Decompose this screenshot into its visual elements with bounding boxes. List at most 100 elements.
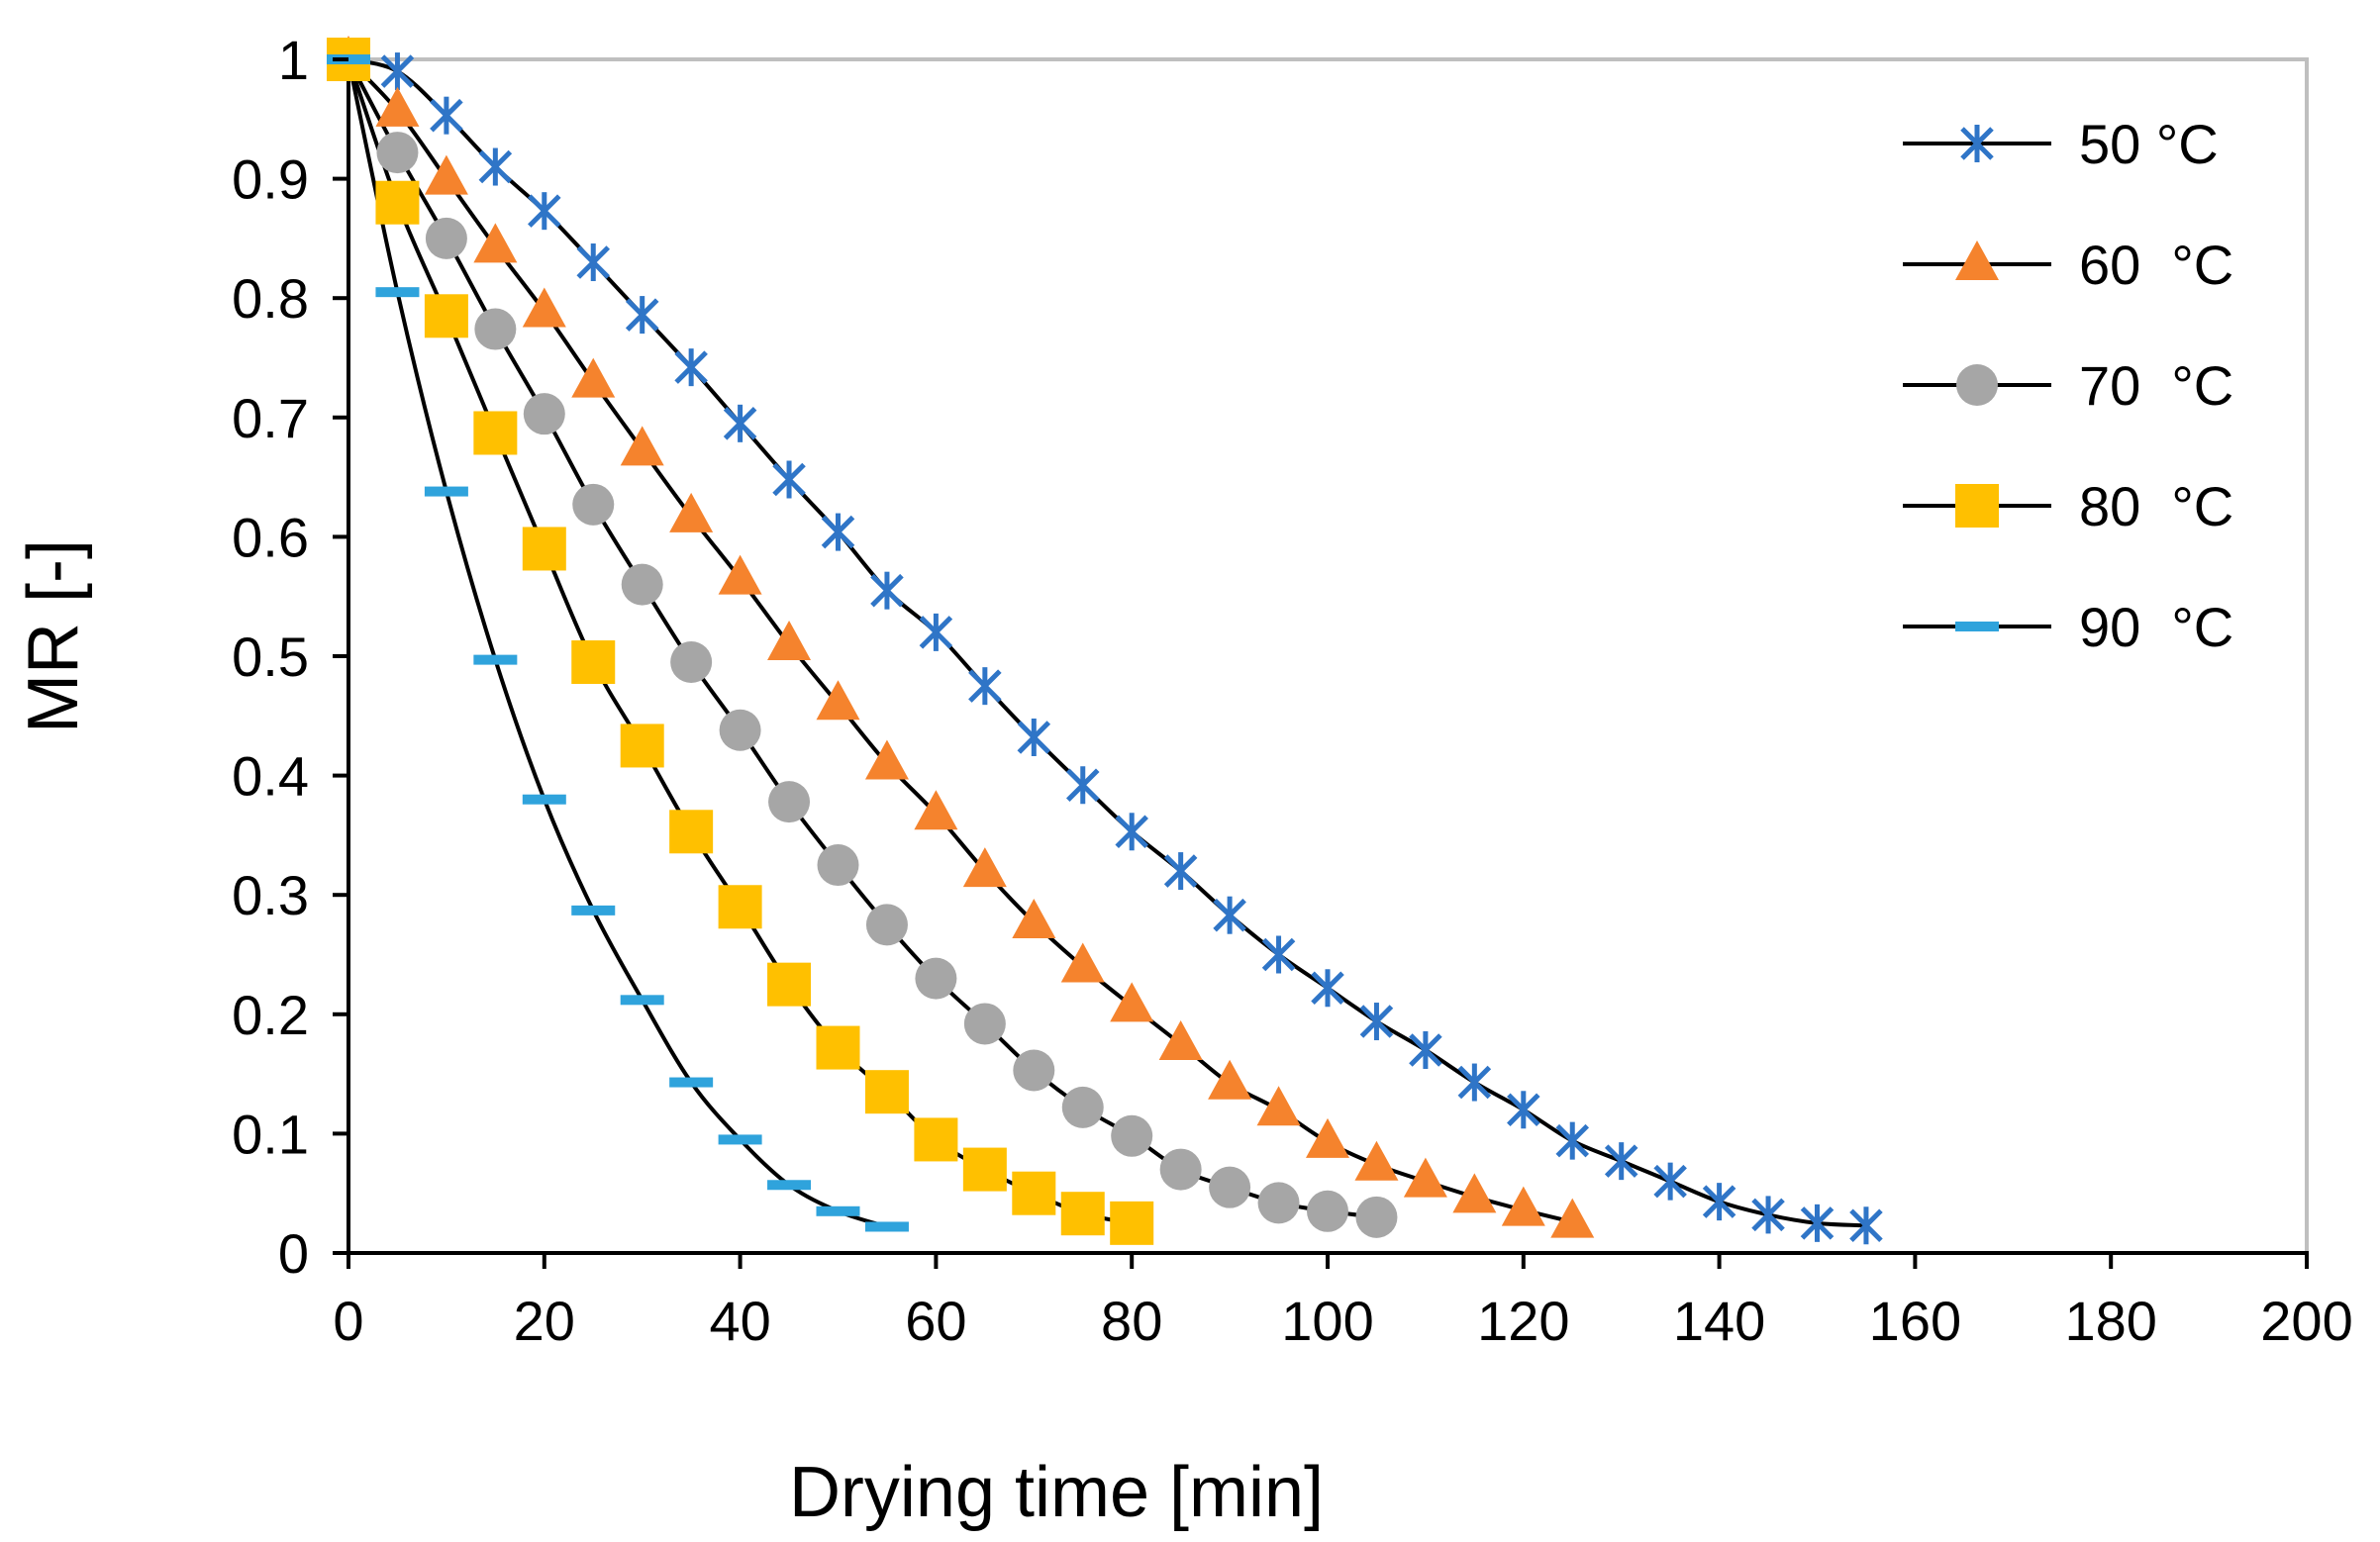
series-5-point [424,486,468,497]
legend-marker [1955,622,1999,631]
x-tick-label: 140 [1673,1290,1765,1352]
series-3-point [768,781,811,823]
series-1-point [1115,813,1148,851]
y-tick-label: 0.4 [232,745,309,808]
series-1-point [430,96,463,135]
series-4-markers [327,38,1154,1245]
x-tick-label: 20 [514,1290,575,1352]
series-2-point [1501,1186,1545,1226]
series-2-point [1452,1173,1497,1213]
series-3-markers [328,39,1398,1238]
series-1-point [1507,1091,1540,1129]
y-tick-label: 0.1 [232,1103,309,1165]
series-1-point [1163,852,1198,891]
series-5-point [571,905,616,916]
series-3-point [670,641,713,684]
series-3-point [523,393,565,435]
series-1-point [1702,1183,1736,1221]
series-3-point [1111,1114,1153,1157]
series-2-point [1110,982,1154,1022]
series-3-point [572,483,615,526]
series-2-point [816,680,860,721]
series-3-point [425,217,467,259]
series-3-point [1159,1148,1202,1191]
series-2-point [1306,1117,1349,1158]
series-1-point [1751,1196,1785,1234]
legend-item-2: 60 °C [1903,234,2233,296]
legend-item-3: 70 °C [1903,354,2233,417]
plot-area-border [348,57,2309,1253]
series-2-markers [327,36,1595,1238]
series-2-point [473,223,518,263]
series-3-point [474,308,517,350]
series-4-point [1012,1171,1056,1215]
series-4-point [718,885,762,929]
series-2-point [962,847,1007,888]
legend-item-4: 80 °C [1903,475,2233,537]
series-5-point [669,1077,714,1088]
series-1-point [674,348,708,387]
series-1-point [1065,766,1100,805]
series-3-point [865,904,908,946]
series-1-point [1213,896,1246,934]
series-3-point [817,844,859,887]
series-3-point [1209,1166,1251,1208]
series-5-point [522,794,566,805]
series-3-point [1307,1190,1348,1232]
series-4-point [1060,1192,1105,1236]
y-tick-label: 0.2 [232,984,309,1046]
series-5-point [816,1205,860,1216]
legend-marker [1960,125,1994,162]
series-2-point [571,357,616,398]
series-1-point [821,513,855,551]
series-5-fit-line [347,58,888,1229]
series-1-point [1604,1142,1638,1181]
legend-item-5: 90 °C [1903,596,2233,658]
legend-label: 90 °C [2079,596,2233,658]
x-tick-label: 180 [2064,1290,2156,1352]
series-2-point [669,492,714,532]
series-2-point [1060,942,1105,983]
series-2-point [1403,1157,1447,1198]
series-2-point [620,426,664,466]
series-2-point [1158,1019,1203,1060]
series-1-point [625,296,659,335]
series-3-point [1061,1086,1104,1128]
legend-label: 60 °C [2079,234,2233,296]
legend: 50 °C 60 °C 70 °C 80 °C 90 °C [1903,113,2233,658]
x-axis-title: Drying time [min] [789,1453,1324,1532]
series-1-point [870,571,904,610]
series-3-point [621,563,663,606]
series-1-point [1555,1121,1590,1160]
series-2-point [864,739,909,780]
series-1-point [723,404,757,442]
series-4-point [620,723,664,768]
x-tick-label: 200 [2260,1290,2352,1352]
series-2-point [718,554,762,595]
y-tick-label: 1 [278,29,309,91]
series-1-point [528,192,561,231]
series-1-point [968,667,1002,706]
x-tick-label: 100 [1281,1290,1373,1352]
series-3-point [1355,1196,1398,1238]
series-5-point [718,1134,762,1145]
y-tick-label: 0.8 [232,267,309,330]
series-3-point [719,709,761,751]
y-tick-label: 0 [278,1222,309,1285]
series-1-point [478,147,513,186]
legend-label: 50 °C [2079,113,2219,175]
series-2-point [1012,898,1056,938]
series-1-point [576,243,611,282]
x-tick-label: 60 [905,1290,966,1352]
legend-label: 70 °C [2079,354,2233,417]
series-5-point [375,287,420,298]
series-5-point [864,1221,909,1232]
series-1-point [1017,719,1051,757]
series-1-point [1653,1162,1687,1201]
series-1-point [1800,1204,1835,1242]
series-1-point [1311,969,1344,1008]
series-4-point [522,527,566,571]
series-2-point [375,86,420,127]
series-4-point [767,962,812,1007]
